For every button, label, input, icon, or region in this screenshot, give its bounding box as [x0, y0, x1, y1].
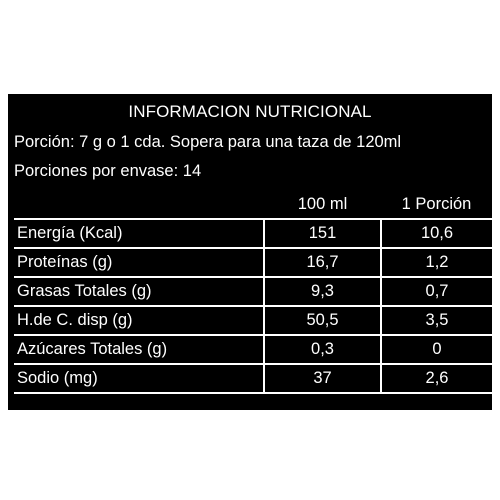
table-row: Azúcares Totales (g) 0,3 0 [14, 334, 492, 365]
value-per-portion: 10,6 [380, 218, 492, 249]
table-row: Grasas Totales (g) 9,3 0,7 [14, 276, 492, 307]
value-per-portion: 2,6 [380, 363, 492, 394]
table-row: Energía (Kcal) 151 10,6 [14, 218, 492, 249]
nutrition-facts-panel: INFORMACION NUTRICIONAL Porción: 7 g o 1… [8, 94, 492, 410]
header-nutrient [14, 190, 264, 220]
value-per-100ml: 151 [263, 218, 382, 249]
value-per-portion: 1,2 [380, 247, 492, 278]
header-per-portion: 1 Porción [381, 190, 492, 220]
portion-size-text: Porción: 7 g o 1 cda. Sopera para una ta… [14, 133, 402, 151]
value-per-100ml: 50,5 [263, 305, 382, 336]
value-per-portion: 0,7 [380, 276, 492, 307]
servings-per-container-text: Porciones por envase: 14 [14, 162, 202, 180]
value-per-100ml: 37 [263, 363, 382, 394]
nutrient-label: Proteínas (g) [14, 247, 265, 278]
value-per-100ml: 0,3 [263, 334, 382, 365]
nutrient-label: Grasas Totales (g) [14, 276, 265, 307]
panel-title: INFORMACION NUTRICIONAL [128, 102, 372, 121]
value-per-portion: 3,5 [380, 305, 492, 336]
nutrient-label: H.de C. disp (g) [14, 305, 265, 336]
table-row: Proteínas (g) 16,7 1,2 [14, 247, 492, 278]
header-per-100ml: 100 ml [264, 190, 381, 220]
table-row: H.de C. disp (g) 50,5 3,5 [14, 305, 492, 336]
value-per-100ml: 16,7 [263, 247, 382, 278]
value-per-portion: 0 [380, 334, 492, 365]
table-header-row: 100 ml 1 Porción [14, 190, 492, 220]
nutrient-label: Sodio (mg) [14, 363, 265, 394]
nutrition-table: 100 ml 1 Porción Energía (Kcal) 151 10,6… [14, 190, 492, 394]
table-row: Sodio (mg) 37 2,6 [14, 363, 492, 394]
value-per-100ml: 9,3 [263, 276, 382, 307]
nutrient-label: Energía (Kcal) [14, 218, 265, 249]
nutrient-label: Azúcares Totales (g) [14, 334, 265, 365]
